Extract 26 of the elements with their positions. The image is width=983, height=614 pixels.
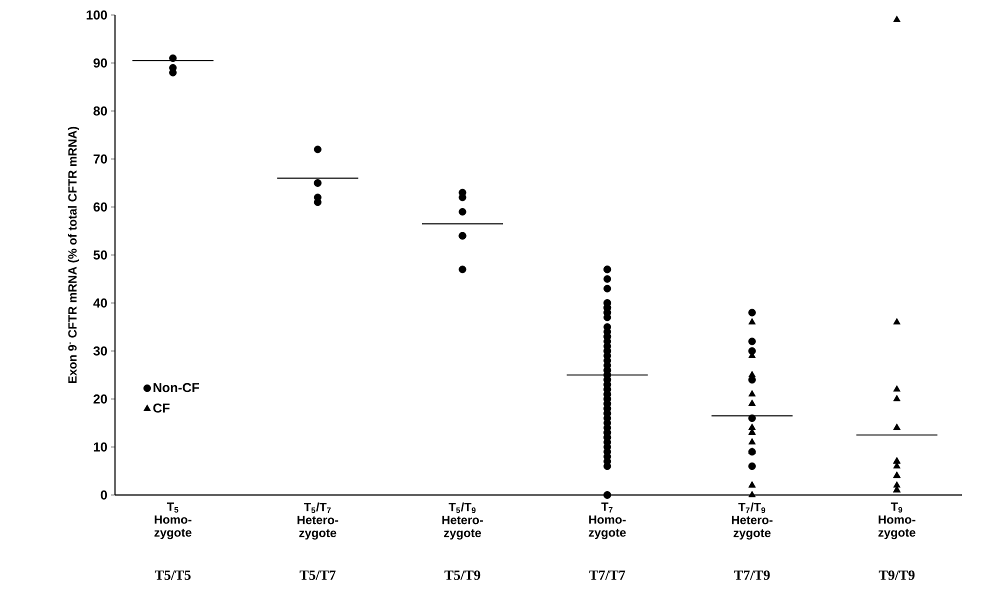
x-tick-label: T$_{7}$/T$_{9}$ Hetero-zygote: [732, 502, 773, 540]
text: T5/T7: [300, 570, 336, 580]
y-tick-label: 90: [94, 58, 107, 68]
y-tick-label: 20: [94, 394, 107, 404]
y-tick-label: 80: [93, 106, 107, 116]
y-tick-label: 30: [93, 346, 107, 356]
x-tick-label: T$_{7}$ Homo-zygote: [588, 502, 626, 540]
y-tick-label: 40: [93, 298, 107, 308]
text: T5/T5: [154, 570, 191, 580]
y-axis-title: Exon 9$^{-}$ CFTR mRNA (% of total CFTR mRNA): [68, 126, 80, 383]
y-tick-label: 70: [94, 154, 107, 164]
text: T7/T9: [734, 570, 770, 580]
x-tick-label: T$_{5}$/T$_{9}$ Hetero-zygote: [442, 502, 483, 540]
text: T5/T9: [444, 570, 480, 580]
text: T9/T9: [878, 570, 915, 580]
y-tick-label: 100: [86, 10, 107, 20]
legend-label: Non-CF: [154, 382, 200, 392]
legend-label: CF: [153, 403, 170, 413]
x-tick-label: T$_{5}$ Homo-zygote: [154, 502, 192, 540]
y-tick-label: 60: [94, 202, 107, 212]
y-tick-label: 0: [100, 490, 107, 500]
x-tick-label: T$_{5}$/T$_{7}$ Hetero-zygote: [298, 502, 338, 540]
x-tick-label: T$_{9}$ Homo-zygote: [878, 502, 916, 540]
y-tick-label: 50: [93, 250, 107, 260]
text: T7/T7: [589, 570, 626, 580]
y-tick-label: 10: [94, 442, 107, 452]
